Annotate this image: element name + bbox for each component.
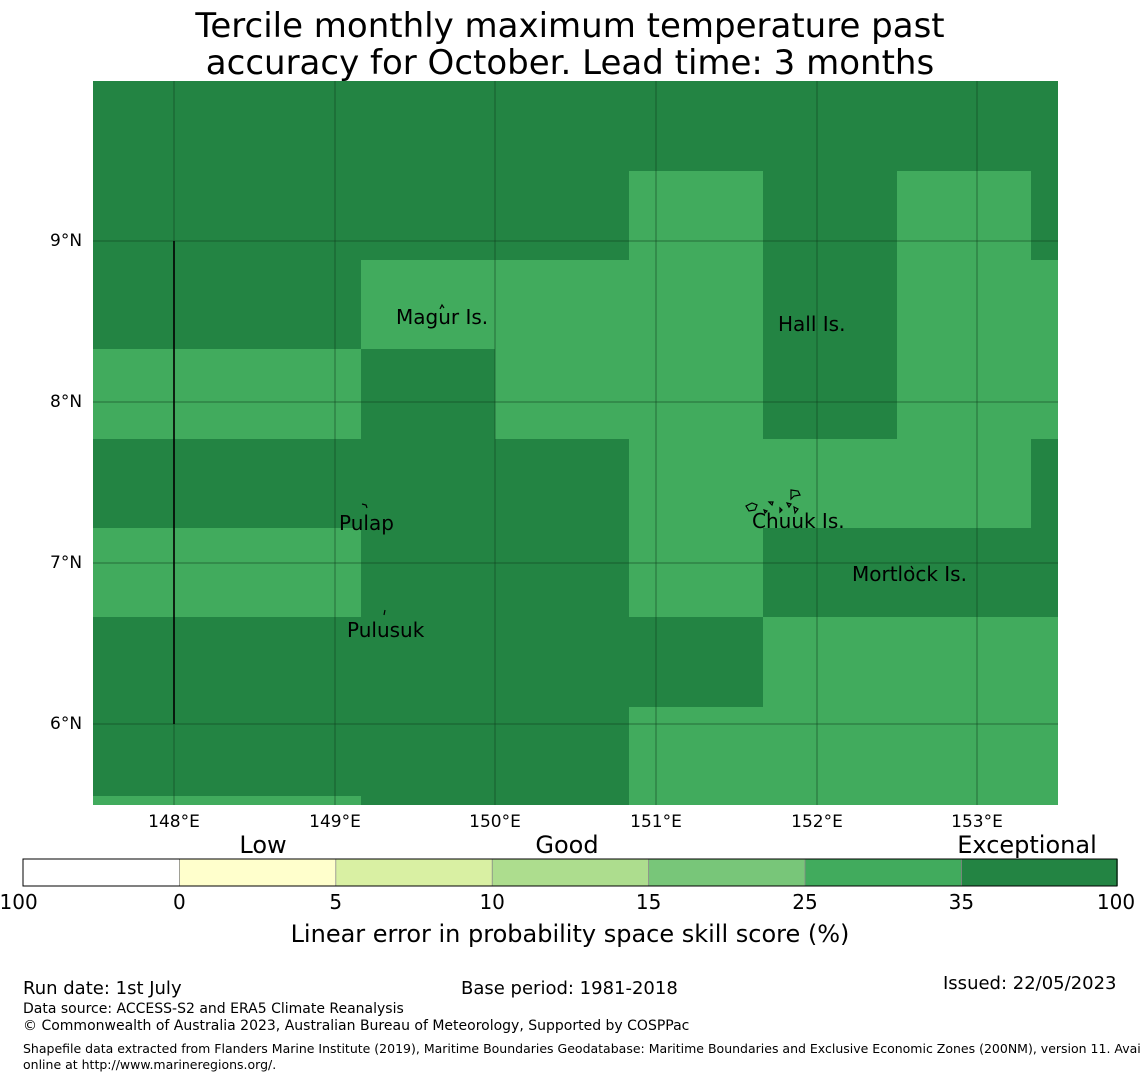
lon-label-152e: 152°E [791, 812, 843, 832]
colorbar-segment [492, 859, 649, 886]
grid-cell [763, 617, 1058, 707]
island-shape [383, 609, 386, 616]
base-period: Base period: 1981-2018 [461, 978, 678, 999]
colorbar-segment [179, 859, 336, 886]
grid-cell [629, 707, 1058, 805]
lat-label-9n: 9°N [50, 231, 83, 251]
colorbar-segment [961, 859, 1118, 886]
island-shape [361, 503, 368, 509]
island-shape [439, 303, 445, 310]
island-shape [763, 509, 769, 515]
lat-label-8n: 8°N [50, 392, 83, 412]
lon-label-153e: 153°E [951, 812, 1003, 832]
island-shape [793, 505, 799, 515]
data-source: Data source: ACCESS-S2 and ERA5 Climate … [23, 1001, 404, 1017]
grid-cell [629, 439, 1031, 528]
colorbar-segment [648, 859, 805, 886]
grid-cell [361, 260, 763, 349]
island-outlines [361, 303, 914, 616]
lon-label-149e: 149°E [309, 812, 361, 832]
island-label-chuuk: Chuuk Is. [752, 509, 845, 533]
island-shape [910, 565, 914, 570]
colorbar-segment [23, 859, 180, 886]
category-label-good: Good [535, 831, 599, 859]
island-shape [785, 502, 792, 509]
category-label-exceptional: Exceptional [957, 831, 1097, 859]
island-shape [790, 489, 801, 501]
grid-cell [93, 349, 361, 439]
colorbar-tick-label: 35 [948, 890, 975, 914]
island-label-mortlock: Mortlock Is. [852, 562, 967, 586]
grid-cell [897, 171, 1031, 260]
lon-label-150e: 150°E [469, 812, 521, 832]
island-label-pulap: Pulap [339, 511, 394, 535]
skill-grid [93, 81, 1058, 805]
shapefile-credit-line2: online at http://www.marineregions.org/. [23, 1057, 277, 1072]
island-shape [767, 501, 774, 507]
colorbar-tick-label: 100 [1096, 890, 1136, 914]
shapefile-credit-line1: Shapefile data extracted from Flanders M… [23, 1041, 1140, 1056]
category-label-low: Low [239, 831, 287, 859]
grid-cell [93, 796, 361, 805]
colorbar-tick-label: 25 [792, 890, 818, 914]
colorbar-segment [805, 859, 962, 886]
grid-cell [93, 528, 361, 617]
grid-cell [629, 528, 763, 617]
colorbar-tick-label: 0 [173, 890, 186, 914]
island-label-hall: Hall Is. [778, 312, 846, 336]
colorbar-tick-label: 15 [635, 890, 662, 914]
island-label-pulusuk: Pulusuk [347, 618, 425, 642]
lat-label-7n: 7°N [50, 553, 83, 573]
map-title-line2: accuracy for October. Lead time: 3 month… [205, 43, 935, 83]
map-title-line1: Tercile monthly maximum temperature past [195, 6, 945, 46]
grid-cell [629, 171, 763, 260]
island-shape [745, 502, 758, 512]
run-date: Run date: 1st July [23, 978, 182, 999]
grid-cell [495, 349, 763, 439]
lon-label-148e: 148°E [148, 812, 200, 832]
copyright-notice: © Commonwealth of Australia 2023, Austra… [23, 1018, 690, 1034]
colorbar-tick-label: 10 [479, 890, 505, 914]
colorbar-tick-label: -100 [0, 890, 38, 914]
colorbar [22, 858, 1118, 887]
colorbar-tick-label: 5 [329, 890, 343, 914]
lat-label-6n: 6°N [50, 714, 83, 734]
issued-date: Issued: 22/05/2023 [943, 973, 1117, 994]
lon-label-151e: 151°E [630, 812, 682, 832]
colorbar-segment [335, 859, 493, 886]
island-shape [779, 506, 783, 514]
island-label-magur: Magur Is. [396, 305, 489, 329]
colorbar-title: Linear error in probability space skill … [290, 920, 850, 948]
